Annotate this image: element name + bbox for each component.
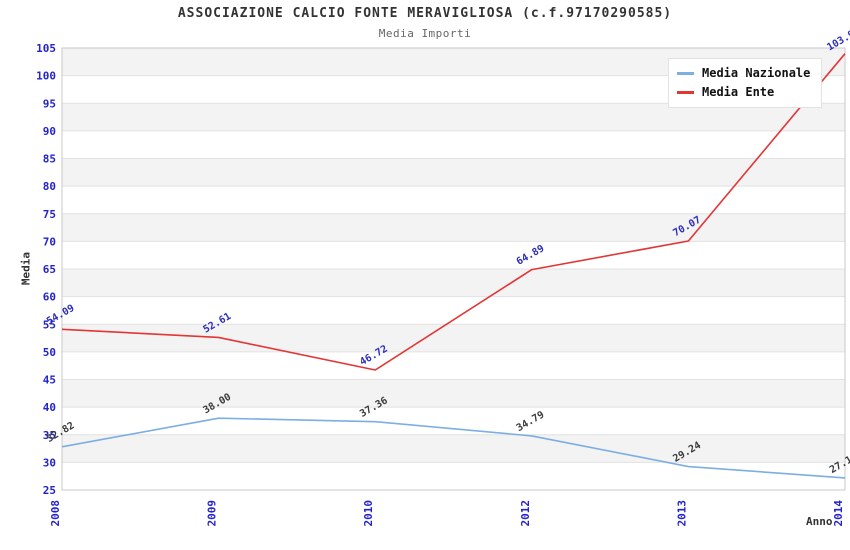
y-tick-label: 80 <box>43 180 56 193</box>
data-value-label: 34.79 <box>515 409 547 434</box>
y-tick-label: 35 <box>43 429 56 442</box>
y-tick-label: 65 <box>43 263 56 276</box>
series-line-media-ente <box>61 53 846 371</box>
y-tick-label: 40 <box>43 401 56 414</box>
plot-band <box>62 269 845 297</box>
x-tick-label: 2010 <box>362 500 375 527</box>
chart-title: ASSOCIAZIONE CALCIO FONTE MERAVIGLIOSA (… <box>177 6 673 21</box>
y-tick-label: 30 <box>43 456 56 469</box>
y-tick-label: 60 <box>43 291 56 304</box>
legend-item-media-nazionale: Media Nazionale <box>677 66 810 80</box>
x-axis-label: Anno <box>806 515 833 528</box>
x-tick-label: 2012 <box>519 500 532 527</box>
data-value-label: 103.97 <box>825 26 850 54</box>
legend-label: Media Nazionale <box>702 66 811 80</box>
x-tick-label: 2008 <box>49 500 62 527</box>
chart-legend: Media Nazionale Media Ente <box>668 58 823 108</box>
data-value-label: 64.89 <box>515 243 547 268</box>
y-axis-label: Media <box>19 251 33 286</box>
y-tick-label: 105 <box>36 42 56 55</box>
y-tick-label: 85 <box>43 153 56 166</box>
y-tick-label: 55 <box>43 318 56 331</box>
x-tick-label: 2013 <box>675 500 688 527</box>
y-tick-label: 90 <box>43 125 56 138</box>
legend-swatch-media-ente <box>677 90 694 94</box>
y-tick-label: 70 <box>43 235 56 248</box>
y-tick-label: 75 <box>43 208 56 221</box>
y-tick-label: 50 <box>43 346 56 359</box>
legend-swatch-media-nazionale <box>677 71 694 75</box>
legend-item-media-ente: Media Ente <box>677 85 810 99</box>
x-tick-label: 2014 <box>832 500 845 527</box>
plot-band <box>62 379 845 408</box>
chart-subtitle: Media Importi <box>378 27 472 40</box>
y-tick-label: 100 <box>36 70 56 83</box>
plot-band <box>62 324 845 352</box>
plot-border <box>61 47 846 491</box>
plot-band <box>62 213 845 242</box>
series-line-media-nazionale <box>61 417 846 479</box>
x-tick-label: 2009 <box>206 500 219 527</box>
plot-band <box>62 434 845 463</box>
y-tick-label: 95 <box>43 97 56 110</box>
y-tick-label: 45 <box>43 374 56 387</box>
y-tick-label: 25 <box>43 484 56 497</box>
data-value-label: 54.09 <box>45 303 77 328</box>
legend-label: Media Ente <box>702 85 775 99</box>
plot-band <box>62 158 845 187</box>
